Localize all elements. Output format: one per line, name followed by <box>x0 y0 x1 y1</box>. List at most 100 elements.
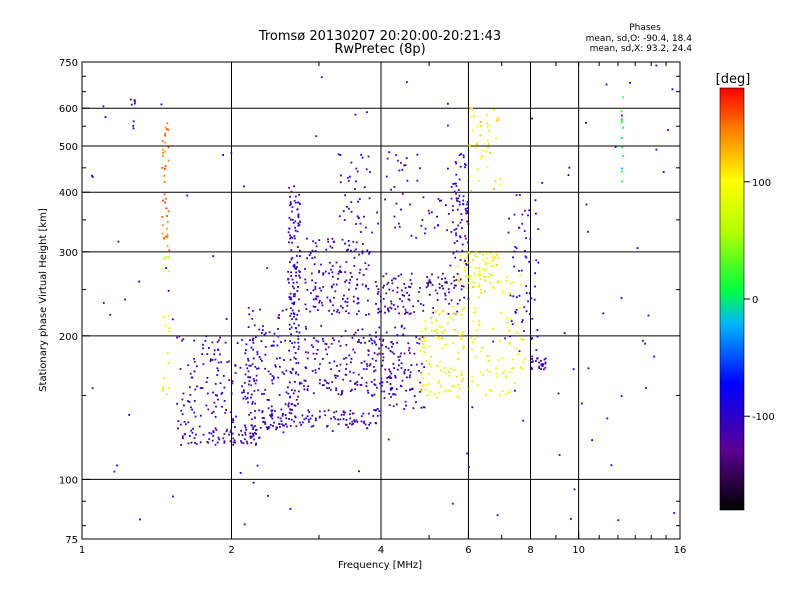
data-point <box>421 377 424 379</box>
data-point <box>464 208 467 210</box>
data-point <box>377 311 380 314</box>
data-point <box>161 167 164 169</box>
data-point <box>251 418 253 421</box>
data-point <box>497 359 500 362</box>
data-point <box>321 338 324 340</box>
data-point <box>293 322 296 325</box>
data-point <box>253 438 255 441</box>
data-point <box>406 291 408 294</box>
data-point <box>280 408 283 411</box>
data-point <box>369 171 371 174</box>
data-point <box>298 202 301 205</box>
data-point <box>249 432 252 435</box>
data-point <box>297 309 300 312</box>
data-point <box>461 333 464 336</box>
colorbar-tick-label: 100 <box>752 178 771 189</box>
data-point <box>487 360 490 362</box>
data-point <box>460 313 463 316</box>
data-point <box>331 381 333 383</box>
colorbar-label: [deg] <box>716 72 751 87</box>
data-point <box>367 353 370 356</box>
data-point <box>130 103 133 106</box>
data-point <box>102 302 105 304</box>
data-point <box>338 311 341 314</box>
data-point <box>345 357 347 359</box>
data-point <box>514 389 516 392</box>
data-point <box>509 389 512 392</box>
data-point <box>164 201 167 204</box>
data-point <box>290 236 293 239</box>
data-point <box>469 107 472 110</box>
data-point <box>519 194 521 196</box>
data-point <box>202 343 204 346</box>
data-point <box>374 281 377 283</box>
data-point <box>318 416 321 419</box>
data-point <box>538 365 540 368</box>
data-point <box>475 146 478 149</box>
data-point <box>447 124 449 127</box>
data-point <box>386 157 389 160</box>
data-point <box>278 314 280 316</box>
data-point <box>240 441 243 444</box>
data-point <box>382 340 384 342</box>
data-point <box>324 342 327 345</box>
data-point <box>453 190 456 193</box>
data-point <box>435 320 438 323</box>
data-point <box>344 242 346 245</box>
data-point <box>289 307 292 310</box>
data-point <box>310 272 313 275</box>
data-point <box>312 352 315 355</box>
data-point <box>474 307 476 310</box>
data-point <box>356 170 359 173</box>
data-point <box>543 368 545 371</box>
data-point <box>655 148 658 151</box>
data-point <box>246 367 249 370</box>
data-point <box>384 198 386 201</box>
data-point <box>368 197 371 200</box>
data-point <box>91 176 94 178</box>
data-point <box>463 307 466 310</box>
data-point <box>339 181 342 184</box>
data-point <box>383 390 386 393</box>
data-point <box>322 340 325 343</box>
data-point <box>180 409 183 412</box>
data-point <box>358 198 361 200</box>
data-point <box>471 107 473 110</box>
data-point <box>294 415 296 418</box>
data-point <box>284 403 287 406</box>
data-point <box>465 287 468 289</box>
data-point <box>346 176 349 179</box>
data-point <box>238 433 240 436</box>
data-point <box>357 310 360 313</box>
data-point <box>418 342 421 345</box>
data-point <box>193 437 196 439</box>
data-point <box>535 212 537 215</box>
data-point <box>291 237 294 239</box>
data-point <box>399 298 401 300</box>
data-point <box>493 109 495 111</box>
data-point <box>511 323 514 326</box>
data-point <box>485 150 488 153</box>
data-point <box>347 426 349 429</box>
data-point <box>252 426 255 429</box>
data-point <box>315 339 318 342</box>
data-point <box>261 360 263 362</box>
data-point <box>293 185 295 188</box>
data-point <box>486 166 489 169</box>
y-tick-label: 75 <box>65 535 78 546</box>
data-point <box>349 278 351 281</box>
data-point <box>163 257 165 260</box>
data-point <box>509 291 512 294</box>
data-points <box>90 64 676 526</box>
data-point <box>465 262 467 265</box>
data-point <box>456 240 459 242</box>
data-point <box>508 330 510 333</box>
data-point <box>321 358 324 360</box>
data-point <box>440 311 443 314</box>
data-point <box>518 294 521 297</box>
data-point <box>518 269 520 272</box>
data-point <box>315 295 318 298</box>
data-point <box>436 299 439 301</box>
data-point <box>442 287 445 290</box>
